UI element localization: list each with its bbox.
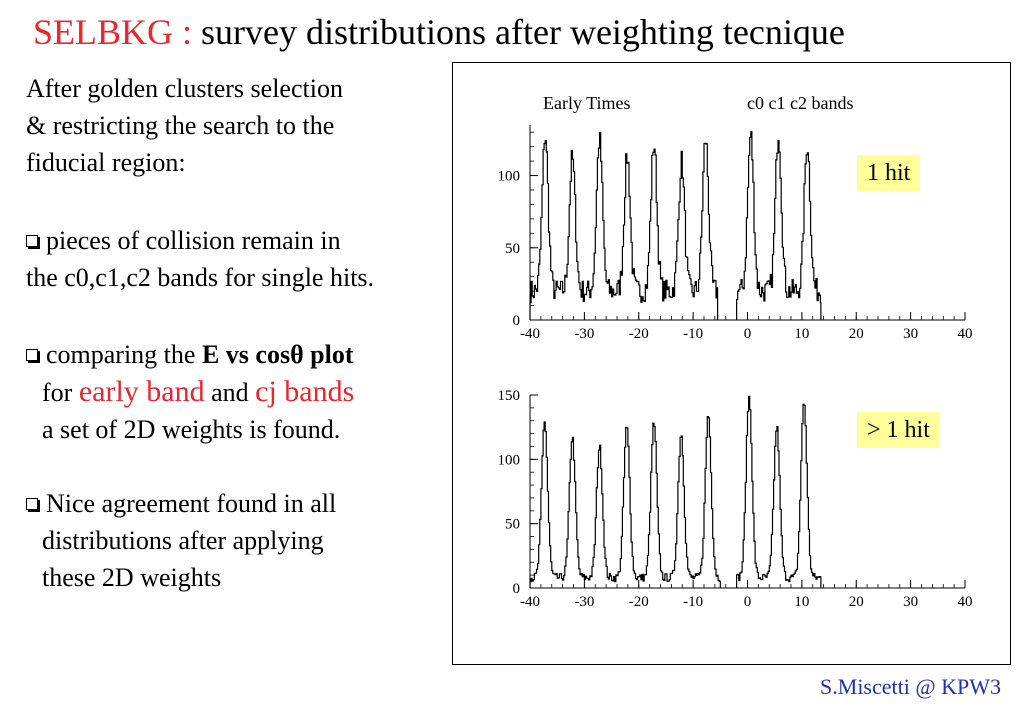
- x-tick-label: -10: [683, 326, 703, 342]
- bullet-1: pieces of collision remain in the c0,c1,…: [26, 222, 374, 296]
- bullet-1-line-1: pieces of collision remain in: [46, 226, 341, 255]
- y-tick-label: 0: [513, 581, 521, 597]
- x-tick-label: -30: [574, 326, 594, 342]
- title-prefix: SELBKG :: [33, 12, 193, 52]
- x-tick-label: 10: [794, 594, 809, 610]
- checkbox-bullet-icon: [26, 235, 38, 247]
- x-tick-label: 20: [849, 594, 864, 610]
- bullet-2-pre: comparing the: [46, 340, 202, 369]
- tag-multihit: > 1 hit: [857, 412, 940, 448]
- footer-credit: S.Miscetti @ KPW3: [820, 674, 1001, 699]
- plot-multihit: -40 -30 -20 -10 0 10 20 30 40 0 50 100 150: [498, 388, 973, 610]
- x-tick-label: -20: [629, 326, 649, 342]
- intro-line-2: & restricting the search to the: [26, 111, 335, 140]
- y-tick-label: 100: [498, 169, 521, 185]
- x-tick-label: 30: [903, 594, 918, 610]
- histogram-line: [529, 416, 721, 588]
- label-early-times: Early Times: [543, 93, 631, 113]
- y-tick-label: 100: [498, 452, 521, 468]
- x-tick-label: 30: [903, 326, 918, 342]
- histogram-line: [736, 131, 822, 320]
- y-tick-label: 50: [505, 517, 520, 533]
- label-bands: c0 c1 c2 bands: [747, 93, 853, 113]
- x-tick-label: -40: [520, 594, 540, 610]
- checkbox-bullet-icon: [26, 349, 38, 361]
- x-tick-label: 20: [849, 326, 864, 342]
- checkbox-bullet-icon: [26, 498, 38, 510]
- x-tick-label: 40: [958, 326, 973, 342]
- histogram-line: [529, 131, 719, 320]
- intro-text: After golden clusters selection & restri…: [26, 70, 343, 181]
- bullet-2-and: and: [204, 378, 256, 407]
- y-tick-label: 50: [505, 241, 520, 257]
- y-tick-label: 0: [513, 313, 521, 329]
- bullet-3-line-1: Nice agreement found in all: [46, 489, 337, 518]
- bullet-3: Nice agreement found in all distribution…: [26, 485, 336, 596]
- intro-line-1: After golden clusters selection: [26, 74, 343, 103]
- bullet-2-bold: E vs cosθ plot: [201, 340, 354, 369]
- bullet-2-line-3: a set of 2D weights is found.: [42, 415, 341, 444]
- bullet-2-early: early band: [78, 375, 205, 408]
- bullet-2-cj: cj bands: [255, 375, 355, 408]
- x-tick-label: 10: [794, 326, 809, 342]
- x-tick-label: -40: [520, 326, 540, 342]
- x-tick-label: 40: [958, 594, 973, 610]
- histogram-line: [736, 395, 822, 588]
- bullet-2-for: for: [42, 378, 79, 407]
- intro-line-3: fiducial region:: [26, 148, 186, 177]
- tag-1hit: 1 hit: [857, 155, 921, 191]
- x-tick-label: -10: [683, 594, 703, 610]
- slide-title: SELBKG : survey distributions after weig…: [33, 8, 845, 56]
- title-main: survey distributions after weighting tec…: [201, 12, 845, 52]
- x-tick-label: -30: [574, 594, 594, 610]
- bullet-2: comparing the E vs cosθ plot for early b…: [26, 336, 354, 448]
- bullet-3-line-2: distributions after applying: [42, 526, 324, 555]
- y-tick-label: 150: [498, 388, 521, 404]
- plot-1hit: -40 -30 -20 -10 0 10 20 30 40 0 50 100: [498, 125, 973, 342]
- bullet-1-line-2: the c0,c1,c2 bands for single hits.: [26, 263, 375, 292]
- x-tick-label: -20: [629, 594, 649, 610]
- x-tick-label: 0: [744, 326, 752, 342]
- chart-panel: [452, 62, 1011, 665]
- x-tick-label: 0: [744, 594, 752, 610]
- bullet-3-line-3: these 2D weights: [42, 563, 222, 592]
